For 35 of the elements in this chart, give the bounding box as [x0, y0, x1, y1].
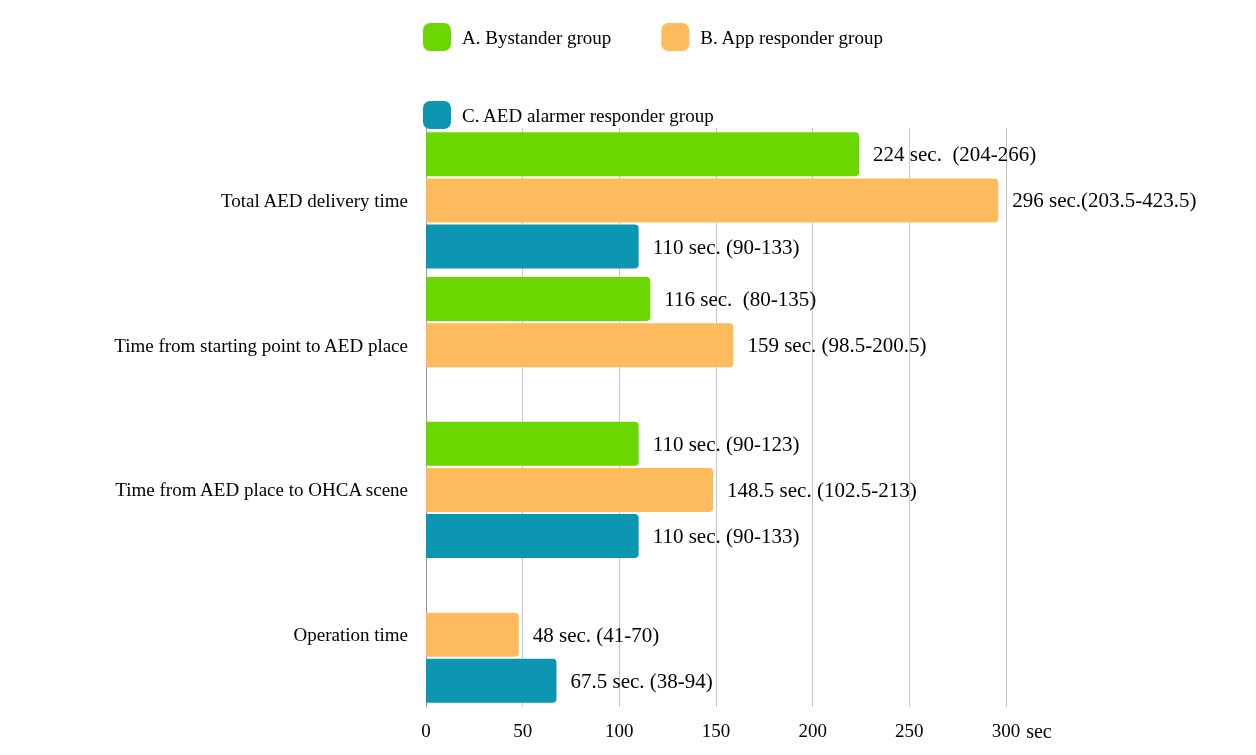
data-label: 148.5 sec. (102.5-213) [727, 477, 917, 502]
x-tick-label: 150 [701, 720, 731, 741]
bar [426, 612, 519, 657]
data-label: 224 sec. (204-266) [873, 142, 1037, 167]
x-tick-label: 300 [991, 720, 1021, 741]
bar [426, 178, 999, 223]
bar [426, 224, 639, 269]
y-tick-label: Total AED delivery time [220, 189, 408, 211]
data-label: 296 sec.(203.5-423.5) [1012, 188, 1197, 213]
y-tick-label: Time from starting point to AED place [114, 334, 408, 356]
x-tick-label: 50 [513, 720, 533, 741]
legend-label: A. Bystander group [462, 26, 612, 48]
x-tick-label: 100 [605, 720, 634, 741]
data-label: 110 sec. (90-133) [652, 524, 800, 549]
legend-label: C. AED alarmer responder group [462, 104, 714, 126]
x-axis-title: sec [1026, 720, 1052, 742]
legend-label: B. App responder group [700, 26, 883, 48]
data-label: 110 sec. (90-123) [652, 431, 800, 456]
y-tick-label: Time from AED place to OHCA scene [115, 479, 408, 501]
bar [426, 467, 714, 512]
y-tick-label: Operation time [293, 624, 408, 646]
data-label: 116 sec. (80-135) [664, 286, 817, 311]
bar [426, 658, 557, 703]
bar [426, 132, 860, 177]
bar [426, 421, 639, 466]
bar [426, 323, 734, 368]
data-label: 110 sec. (90-133) [652, 234, 800, 259]
bar [426, 276, 651, 321]
x-tick-label: 0 [421, 720, 431, 741]
data-label: 67.5 sec. (38-94) [570, 668, 713, 693]
x-tick-label: 200 [798, 720, 827, 741]
data-label: 159 sec. (98.5-200.5) [747, 333, 927, 358]
bar [426, 514, 639, 559]
data-label: 48 sec. (41-70) [532, 622, 660, 647]
x-tick-label: 250 [895, 720, 924, 741]
